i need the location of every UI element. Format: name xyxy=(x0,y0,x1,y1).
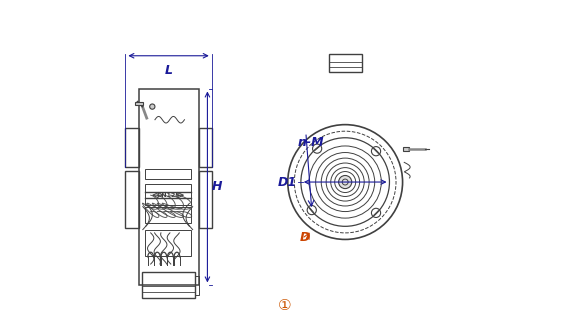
Circle shape xyxy=(150,104,155,109)
Circle shape xyxy=(339,175,352,189)
Bar xyxy=(138,89,199,285)
Bar xyxy=(329,54,361,72)
Bar xyxy=(199,128,212,167)
Bar xyxy=(145,207,191,223)
Bar xyxy=(145,184,191,205)
Text: D1: D1 xyxy=(278,175,297,189)
Bar xyxy=(403,147,409,151)
Text: D: D xyxy=(299,231,310,244)
Text: H: H xyxy=(211,180,222,194)
Bar xyxy=(125,171,139,228)
Text: L: L xyxy=(164,64,172,77)
Text: ①: ① xyxy=(278,297,291,313)
Bar xyxy=(199,171,212,228)
Bar xyxy=(145,169,191,179)
Bar xyxy=(142,272,195,298)
Bar xyxy=(125,128,139,167)
Text: n-M: n-M xyxy=(298,136,324,149)
Bar xyxy=(195,276,199,295)
Bar xyxy=(135,102,143,105)
Text: DN125: DN125 xyxy=(156,193,180,198)
Bar xyxy=(145,230,191,256)
